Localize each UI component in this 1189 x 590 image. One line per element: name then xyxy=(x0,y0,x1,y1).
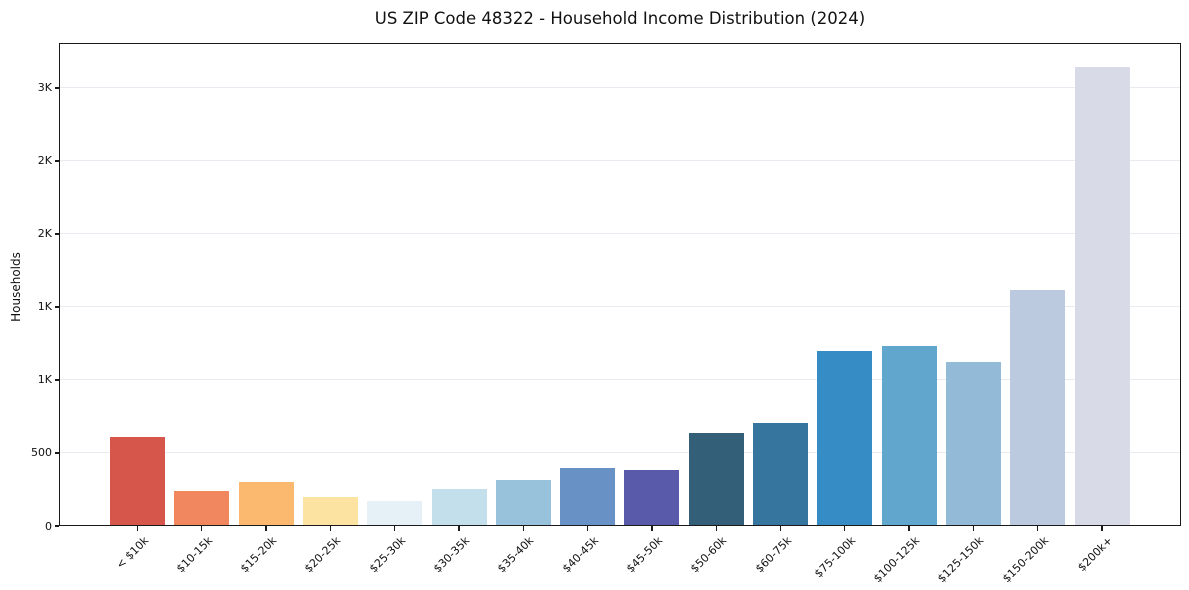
y-tick-mark xyxy=(54,452,59,454)
bar xyxy=(624,469,680,526)
y-tick-label: 1K xyxy=(37,373,52,387)
x-tick-label: $100-125k xyxy=(871,534,923,586)
x-tick-mark xyxy=(265,526,267,531)
x-tick-label: $30-35k xyxy=(430,534,473,576)
y-tick-label: 0 xyxy=(45,519,52,533)
x-tick-label: $45-50k xyxy=(623,534,666,576)
x-tick-label: $20-25k xyxy=(302,534,344,576)
gridline xyxy=(59,306,1181,308)
y-tick-label: 500 xyxy=(31,446,52,460)
y-tick-mark xyxy=(54,525,59,527)
bar xyxy=(688,432,744,526)
bar xyxy=(881,345,937,526)
x-tick-mark xyxy=(779,526,782,531)
chart-title: US ZIP Code 48322 - Household Income Dis… xyxy=(374,9,866,28)
gridline xyxy=(59,160,1181,162)
bar xyxy=(238,481,294,526)
x-tick-mark xyxy=(715,526,717,531)
bar xyxy=(431,489,487,526)
x-tick-label: $40-45k xyxy=(559,534,601,576)
x-tick-mark xyxy=(458,526,460,531)
x-tick-label: $10-15k xyxy=(173,534,215,576)
bar xyxy=(1010,290,1066,526)
x-tick-mark xyxy=(394,526,396,531)
gridline xyxy=(59,233,1181,235)
bar xyxy=(174,490,230,526)
y-tick-mark xyxy=(54,233,59,235)
bar xyxy=(753,422,808,526)
x-tick-label: $25-30k xyxy=(366,534,408,576)
x-tick-mark xyxy=(972,526,975,531)
y-tick-label: 2K xyxy=(37,227,52,241)
x-tick-mark xyxy=(908,526,910,531)
x-tick-label: $15-20k xyxy=(238,534,280,576)
x-tick-mark xyxy=(201,526,203,531)
bar xyxy=(110,436,165,526)
x-tick-mark xyxy=(1101,526,1103,531)
bar xyxy=(1074,67,1130,526)
bar xyxy=(367,500,423,526)
x-tick-mark xyxy=(1037,526,1039,531)
y-tick-label: 3K xyxy=(37,81,52,95)
bar xyxy=(945,361,1001,526)
bar xyxy=(495,479,551,526)
y-tick-label: 2K xyxy=(37,154,52,168)
gridline xyxy=(59,379,1181,381)
x-tick-mark xyxy=(522,526,524,531)
x-tick-mark xyxy=(651,526,653,531)
y-tick-mark xyxy=(54,306,59,308)
y-tick-label: 1K xyxy=(37,300,52,314)
x-tick-label: $125-150k xyxy=(935,534,987,586)
x-tick-label: $150-200k xyxy=(999,534,1051,586)
x-tick-label: < $10k xyxy=(113,534,151,572)
plot-area xyxy=(59,43,1181,526)
y-tick-mark xyxy=(54,379,59,381)
x-tick-mark xyxy=(136,526,139,531)
bar xyxy=(302,496,358,526)
x-tick-label: $50-60k xyxy=(688,534,730,576)
bar xyxy=(817,350,873,526)
gridline xyxy=(59,87,1181,89)
x-tick-label: $35-40k xyxy=(495,534,537,576)
x-tick-label: $75-100k xyxy=(811,534,858,581)
x-tick-label: $200k+ xyxy=(1075,534,1116,575)
y-tick-mark xyxy=(54,160,59,162)
x-tick-mark xyxy=(329,526,332,531)
bar xyxy=(560,468,616,526)
x-tick-mark xyxy=(844,526,846,531)
x-tick-label: $60-75k xyxy=(752,534,794,576)
gridline xyxy=(59,452,1181,454)
y-tick-mark xyxy=(54,87,59,89)
x-tick-mark xyxy=(586,526,589,531)
